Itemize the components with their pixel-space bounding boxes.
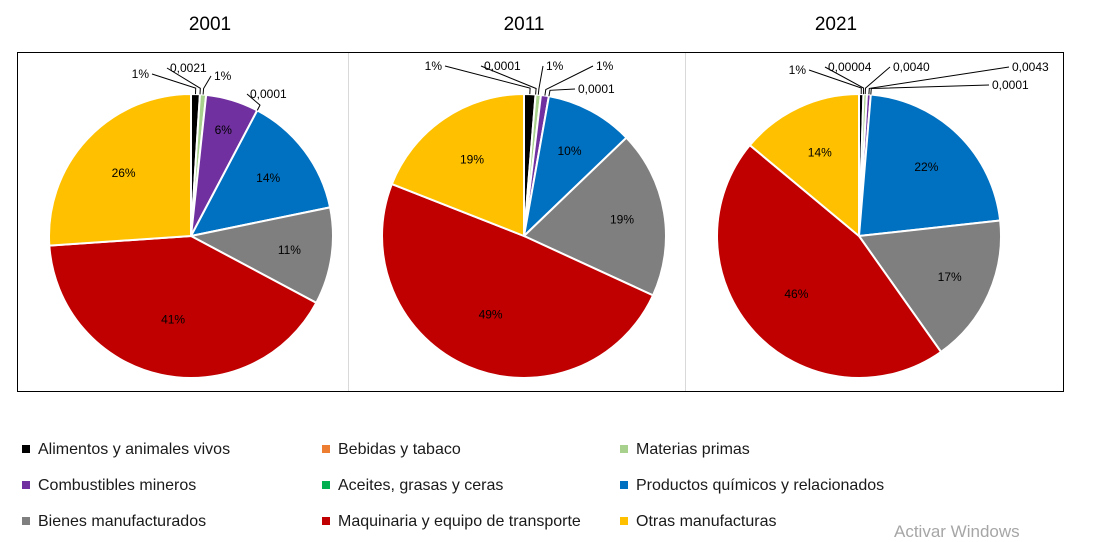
legend-item-0: Alimentos y animales vivos xyxy=(22,441,230,459)
pie-2011: 1% 0,0001 1% 1% 0,0001 10% 19% 49% 19% xyxy=(381,59,667,379)
slice-2001-6 xyxy=(188,206,334,305)
leader-line-2011-2 xyxy=(537,65,544,95)
panel-separator-1 xyxy=(348,53,349,391)
data-label-2021-6: 17% xyxy=(938,270,962,284)
data-label-2001-8: 26% xyxy=(112,166,136,180)
legend-swatch xyxy=(322,480,330,489)
legend-label: Otras manufacturas xyxy=(636,513,777,530)
year-title-2011: 2011 xyxy=(503,14,545,35)
leader-line-2021-1 xyxy=(824,66,865,95)
leader-line-2021-4 xyxy=(870,84,990,95)
chart-frame xyxy=(17,52,1064,392)
year-title-2021: 2021 xyxy=(814,14,858,35)
leader-line-2011-4 xyxy=(548,88,576,97)
slice-2021-7 xyxy=(716,143,943,379)
leader-line-2021-0 xyxy=(808,69,862,95)
leader-line-2001-4 xyxy=(246,93,261,111)
slice-2011-8 xyxy=(390,92,525,238)
leader-line-2001-1 xyxy=(166,67,201,95)
legend-item-6: Bienes manufacturados xyxy=(22,513,206,531)
slice-2001-5 xyxy=(189,109,332,238)
data-label-2011-3: 1% xyxy=(596,59,614,73)
data-label-2001-5: 14% xyxy=(256,171,280,185)
legend-label: Aceites, grasas y ceras xyxy=(338,477,504,494)
legend-label: Materias primas xyxy=(636,441,750,458)
data-label-2011-2: 1% xyxy=(546,59,564,73)
legend-swatch xyxy=(620,516,628,525)
data-label-2011-0: 1% xyxy=(425,59,443,73)
slice-2011-7 xyxy=(381,182,655,379)
slice-2001-8 xyxy=(48,92,192,247)
legend-item-1: Bebidas y tabaco xyxy=(322,441,461,459)
legend-label: Bienes manufacturados xyxy=(38,513,207,530)
activate-windows-watermark: Activar Windows xyxy=(894,522,1020,541)
legend-label: Combustibles mineros xyxy=(38,477,197,494)
legend-item-5: Productos químicos y relacionados xyxy=(620,477,884,495)
legend-swatch xyxy=(620,444,628,453)
pie-2021: 1% 0,00004 0,0040 0,0043 0,0001 22% 17% 46% 14% xyxy=(716,60,1049,379)
data-label-2021-7: 46% xyxy=(784,287,808,301)
pie-2001: 1% 0,0021 1% 6% 0,0001 14% 11% 41% 26% xyxy=(48,61,334,379)
panel-separator-2 xyxy=(685,53,686,391)
leader-line-2001-2 xyxy=(202,75,212,95)
leader-line-2021-3 xyxy=(868,66,1010,95)
legend-label: Bebidas y tabaco xyxy=(338,441,461,458)
data-label-2001-4: 0,0001 xyxy=(250,87,287,101)
data-label-2001-0: 1% xyxy=(132,67,150,81)
slice-2011-5 xyxy=(522,95,628,239)
legend-label: Maquinaria y equipo de transporte xyxy=(338,513,581,530)
legend-swatch xyxy=(22,480,30,489)
leader-line-2011-1 xyxy=(480,65,537,95)
slice-2001-7 xyxy=(48,234,318,379)
data-label-2011-6: 19% xyxy=(610,213,634,227)
data-label-2001-3: 6% xyxy=(215,123,233,137)
data-label-2001-2: 1% xyxy=(214,69,232,83)
legend-swatch xyxy=(620,480,628,489)
data-label-2001-1: 0,0021 xyxy=(170,61,207,75)
data-label-2001-7: 41% xyxy=(161,312,185,326)
data-label-2021-8: 14% xyxy=(808,145,832,159)
data-label-2021-5: 22% xyxy=(914,160,938,174)
leader-line-2021-2 xyxy=(864,66,891,95)
legend-item-4: Aceites, grasas y ceras xyxy=(322,477,503,495)
data-label-2021-1: 0,00004 xyxy=(828,60,872,74)
legend-item-2: Materias primas xyxy=(620,441,750,459)
data-label-2021-3: 0,0043 xyxy=(1012,60,1049,74)
data-label-2011-5: 10% xyxy=(557,144,581,158)
legend-item-3: Combustibles mineros xyxy=(22,477,196,495)
legend-item-7: Maquinaria y equipo de transporte xyxy=(322,513,581,531)
data-label-2021-0: 1% xyxy=(789,63,807,77)
data-label-2011-8: 19% xyxy=(460,153,484,167)
leader-line-2011-3 xyxy=(544,65,594,96)
data-label-2011-4: 0,0001 xyxy=(578,82,615,96)
legend-swatch xyxy=(22,444,30,453)
legend-swatch xyxy=(322,516,330,525)
legend-swatch xyxy=(322,444,330,453)
data-label-2001-6: 11% xyxy=(278,243,301,257)
slice-2021-8 xyxy=(748,92,860,239)
legend-label: Productos químicos y relacionados xyxy=(636,477,885,494)
legend-item-8: Otras manufacturas xyxy=(620,513,777,531)
slice-2021-6 xyxy=(857,219,1002,354)
data-label-2021-2: 0,0040 xyxy=(893,60,930,74)
slice-2021-5 xyxy=(857,93,1002,238)
leader-line-2001-0 xyxy=(151,73,197,95)
data-label-2021-4: 0,0001 xyxy=(992,78,1029,92)
data-label-2011-7: 49% xyxy=(479,307,503,321)
leader-line-2011-0 xyxy=(444,65,531,95)
legend-swatch xyxy=(22,516,30,525)
year-title-2001: 2001 xyxy=(188,14,232,35)
slice-2011-6 xyxy=(522,136,667,297)
legend-label: Alimentos y animales vivos xyxy=(38,441,231,458)
data-label-2011-1: 0,0001 xyxy=(484,59,521,73)
